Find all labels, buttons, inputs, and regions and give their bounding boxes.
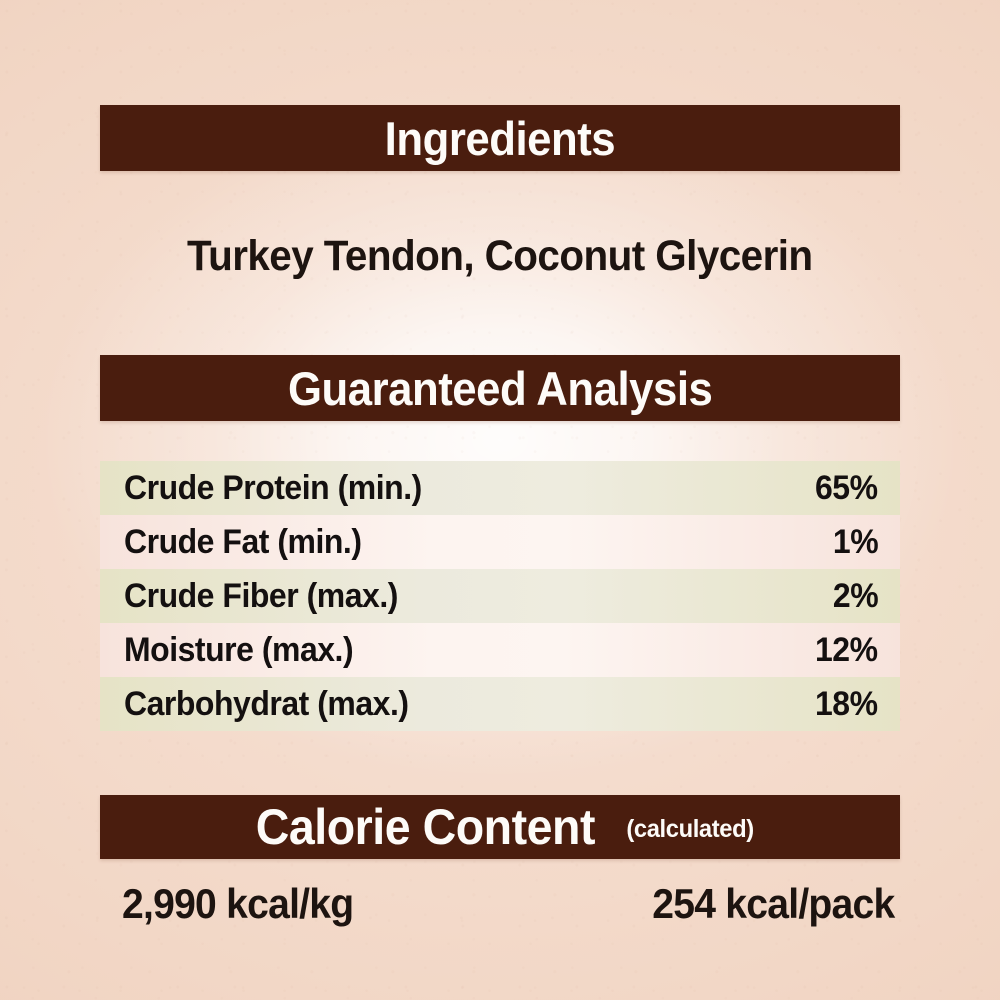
guaranteed-analysis-section-banner: Guaranteed Analysis [100, 355, 900, 421]
nutrient-value: 2% [832, 577, 879, 615]
calorie-content-section-banner: Calorie Content (calculated) [100, 795, 900, 859]
calories-per-kg: 2,990 kcal/kg [122, 880, 354, 927]
calories-per-pack: 254 kcal/pack [651, 880, 895, 927]
nutrient-value: 18% [815, 685, 878, 723]
table-row: Crude Fiber (max.) 2% [100, 569, 900, 623]
table-row: Crude Protein (min.) 65% [100, 461, 900, 515]
ingredients-heading: Ingredients [384, 111, 616, 165]
nutrient-label: Crude Fiber (max.) [124, 577, 398, 615]
table-row: Moisture (max.) 12% [100, 623, 900, 677]
calorie-values-row: 2,990 kcal/kg 254 kcal/pack [100, 883, 900, 925]
nutrient-label: Crude Fat (min.) [124, 523, 362, 561]
nutrient-label: Crude Protein (min.) [124, 469, 422, 507]
guaranteed-analysis-heading: Guaranteed Analysis [287, 361, 713, 415]
nutrient-value: 65% [815, 469, 878, 507]
guaranteed-analysis-table: Crude Protein (min.) 65% Crude Fat (min.… [100, 461, 900, 731]
ingredients-section-banner: Ingredients [100, 105, 900, 171]
nutrient-label: Carbohydrat (max.) [124, 685, 409, 723]
table-row: Crude Fat (min.) 1% [100, 515, 900, 569]
calorie-content-subheading: (calculated) [626, 814, 755, 843]
ingredients-list: Turkey Tendon, Coconut Glycerin [0, 232, 1000, 281]
ingredients-list-text: Turkey Tendon, Coconut Glycerin [187, 232, 813, 280]
nutrient-value: 12% [815, 631, 878, 669]
calorie-content-heading: Calorie Content [255, 799, 595, 855]
nutrient-value: 1% [832, 523, 879, 561]
table-row: Carbohydrat (max.) 18% [100, 677, 900, 731]
nutrient-label: Moisture (max.) [124, 631, 354, 669]
